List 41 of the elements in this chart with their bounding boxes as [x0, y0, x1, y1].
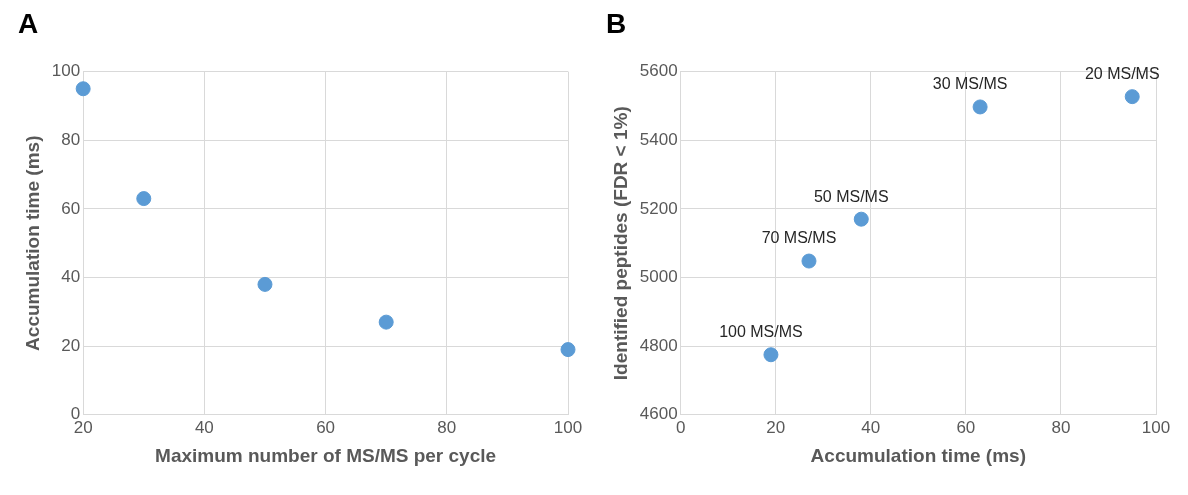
annotation: 70 MS/MS: [761, 229, 837, 247]
x-axis-title: Accumulation time (ms): [810, 444, 1026, 466]
x-tick-label: 40: [194, 417, 214, 437]
y-tick-label: 5600: [639, 61, 678, 81]
x-tick-label: 60: [956, 417, 976, 437]
y-axis-title: Identified peptides (FDR < 1%): [609, 106, 631, 381]
annotation: 20 MS/MS: [1084, 65, 1160, 83]
point: [763, 347, 779, 363]
annotation: 100 MS/MS: [719, 323, 803, 341]
point: [801, 253, 817, 269]
chart-title: B: [606, 7, 627, 39]
y-tick-label: 4600: [639, 404, 678, 424]
y-axis-title: Accumulation time (ms): [21, 135, 43, 351]
point: [560, 342, 576, 358]
x-axis-title: Maximum number of MS/MS per cycle: [155, 444, 497, 466]
x-tick-label: 60: [316, 417, 336, 437]
point: [378, 314, 394, 330]
y-tick-label: 100: [51, 61, 81, 81]
point: [136, 191, 152, 207]
point: [1124, 89, 1140, 105]
y-tick-label: 5000: [639, 267, 678, 287]
annotation: 30 MS/MS: [932, 75, 1008, 93]
point: [75, 81, 91, 97]
x-tick-label: 20: [766, 417, 786, 437]
x-tick-label: 100: [553, 417, 583, 437]
x-tick-label: 100: [1141, 417, 1171, 437]
annotation: 50 MS/MS: [813, 187, 889, 205]
chart-title: A: [18, 7, 39, 39]
y-tick-label: 4800: [639, 335, 678, 355]
x-tick-label: 80: [437, 417, 457, 437]
y-tick-label: 20: [61, 335, 81, 355]
y-tick-label: 80: [61, 129, 81, 149]
point: [257, 276, 273, 292]
y-tick-label: 5200: [639, 198, 678, 218]
y-tick-label: 5400: [639, 129, 678, 149]
x-tick-label: 80: [1051, 417, 1071, 437]
y-tick-label: 60: [61, 198, 81, 218]
point: [853, 211, 869, 227]
x-tick-label: 40: [861, 417, 881, 437]
y-tick-label: 40: [61, 267, 81, 287]
point: [972, 99, 988, 115]
